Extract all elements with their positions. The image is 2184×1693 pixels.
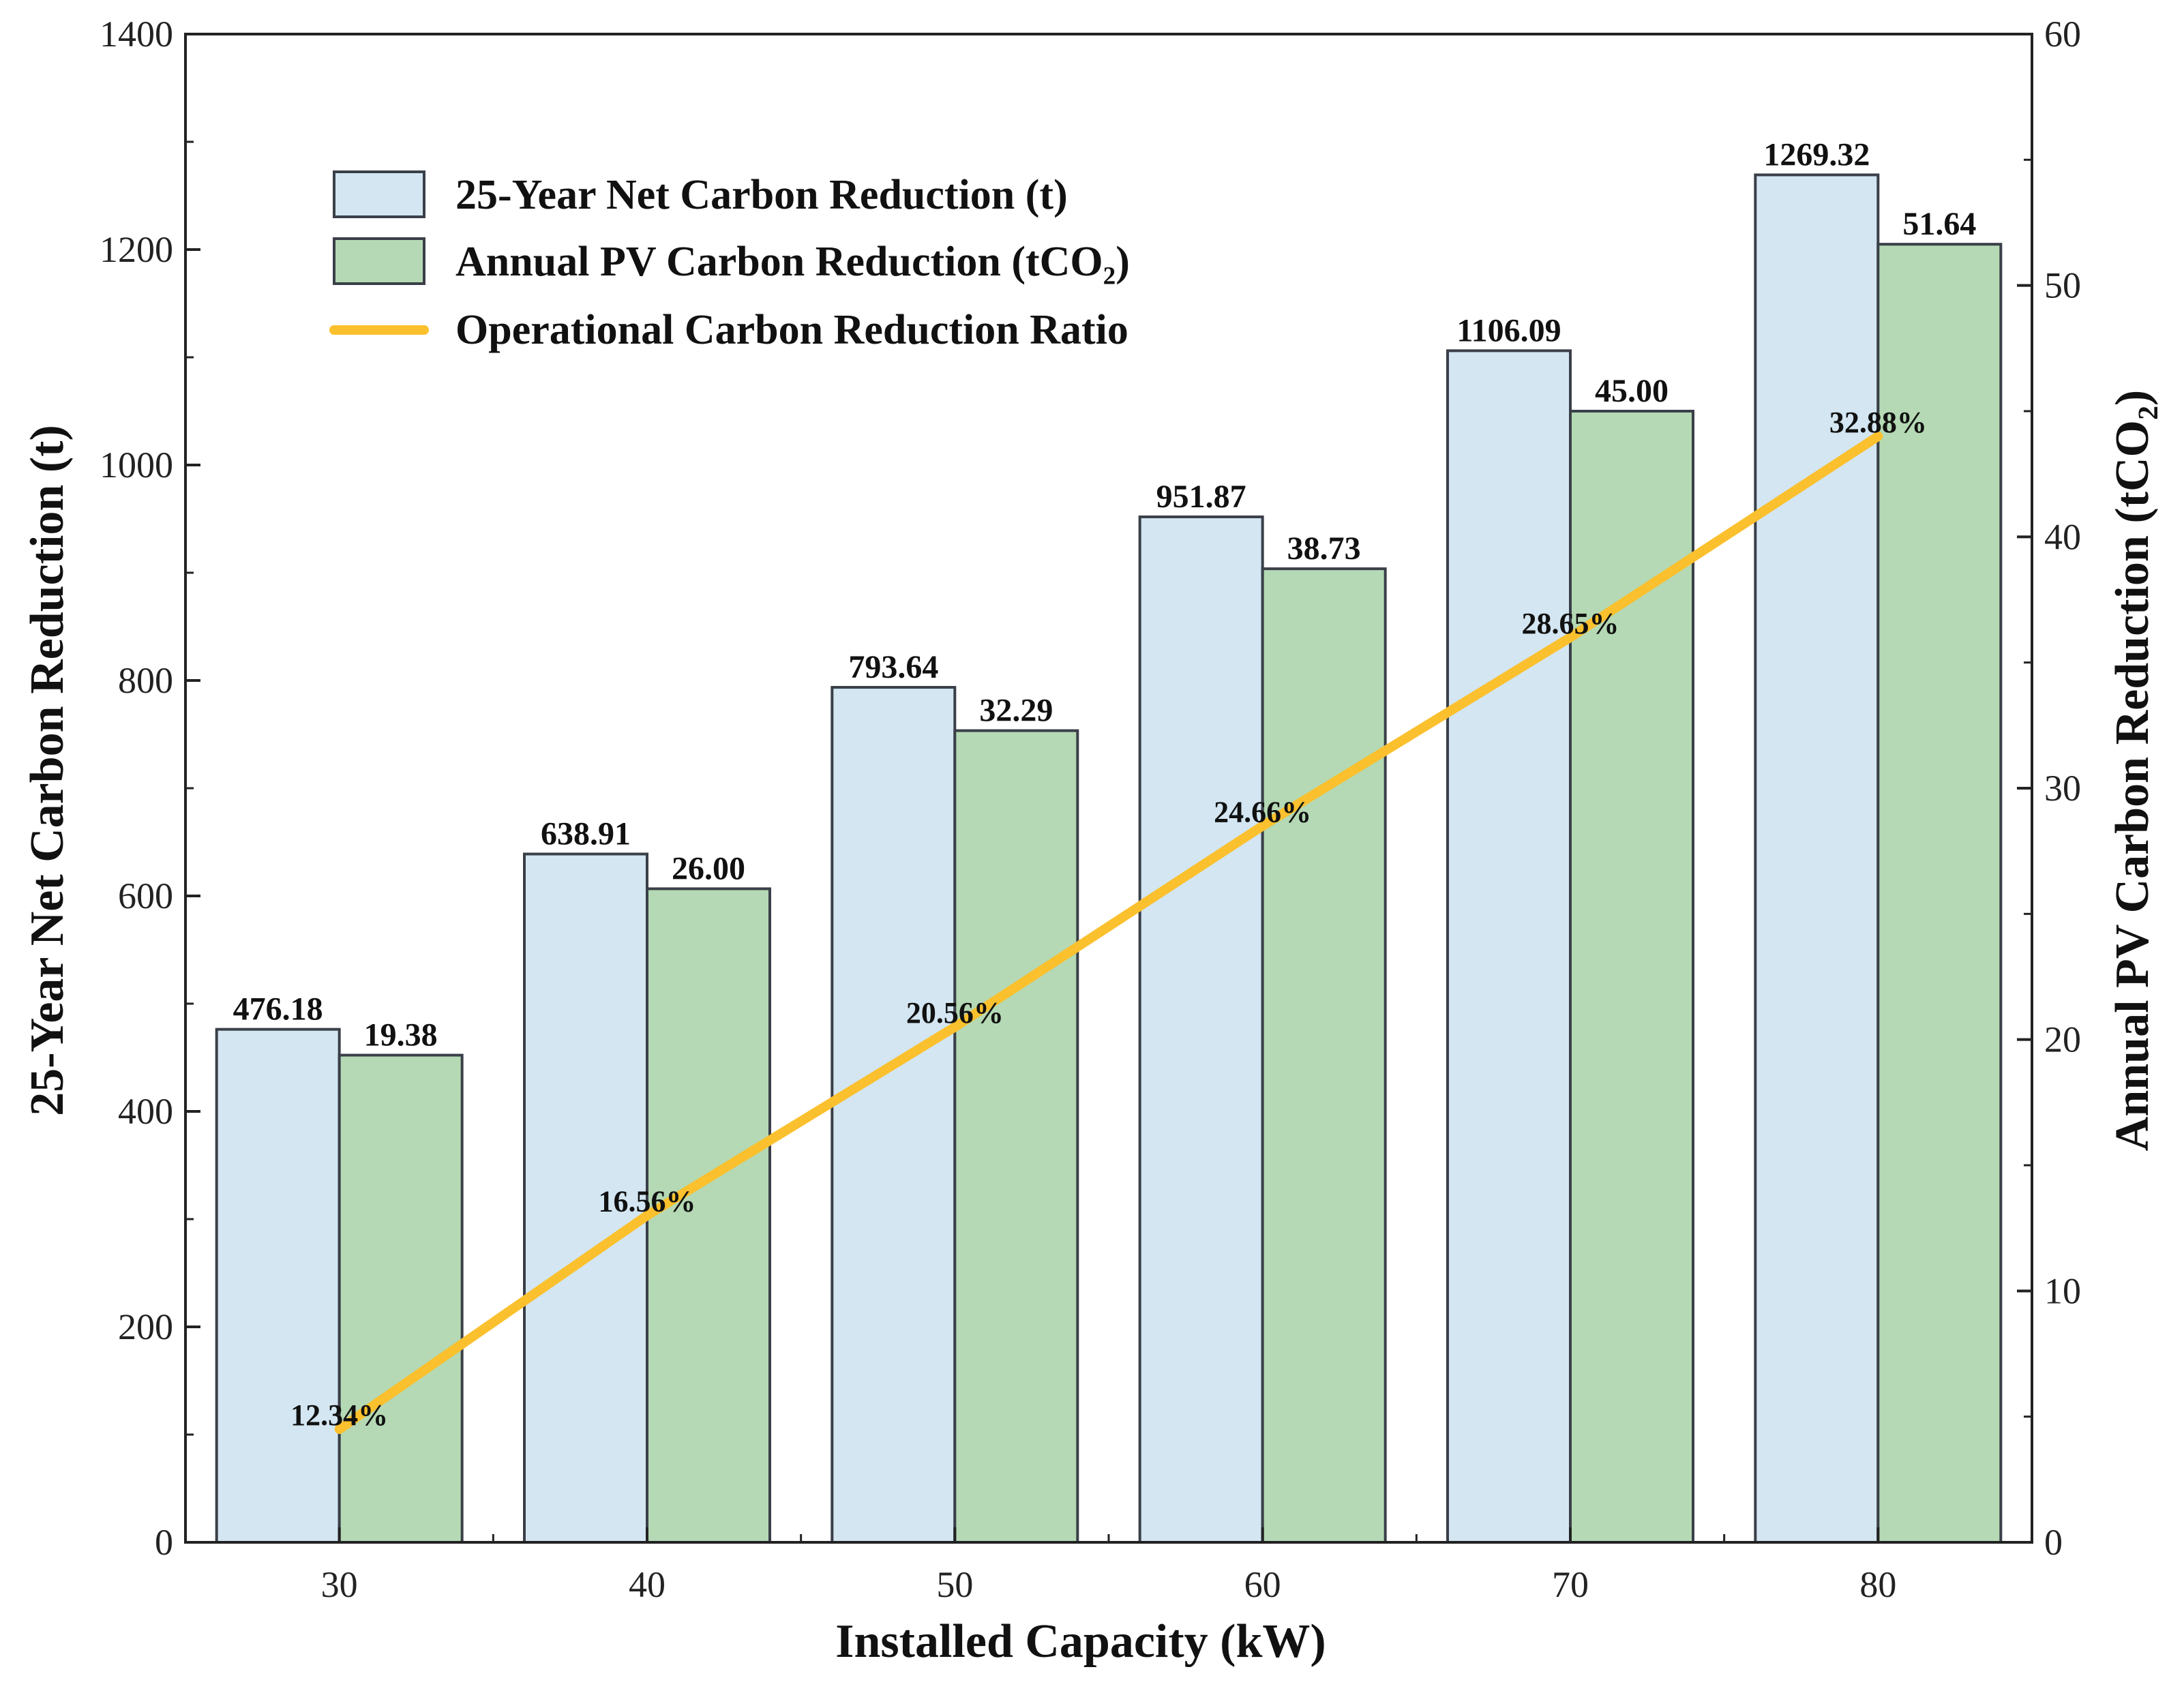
legend-swatch-annual: [333, 237, 425, 285]
y2-tick-label-10: 10: [2044, 1270, 2081, 1311]
bar-annual-label-40: 26.00: [672, 850, 745, 886]
legend-swatch-net: [333, 170, 425, 218]
ratio-point-label-30: 12.34%: [290, 1398, 388, 1432]
bar-net-label-80: 1269.32: [1763, 136, 1870, 173]
bar-annual-50: [953, 729, 1079, 1544]
y2-tick-label-40: 40: [2044, 516, 2081, 557]
bar-net-label-70: 1106.09: [1456, 312, 1561, 348]
y-axis-title: 25-Year Net Carbon Reduction (t): [21, 425, 74, 1116]
y-tick-label-800: 800: [118, 660, 173, 701]
x-tick-label-40: 40: [629, 1564, 665, 1605]
x-tick-label-50: 50: [936, 1564, 973, 1605]
y-tick-label-1400: 1400: [100, 14, 173, 55]
ratio-point-label-70: 28.65%: [1522, 607, 1619, 640]
data-labels-group: 476.18 19.38 638.91 26.00 793.64 32.29 951.87 3…: [233, 136, 1977, 1432]
axes-group: 0 200 400 600 800 1000 1200 1400 0 10 20 30 40 50 60 30…: [100, 14, 2081, 1605]
y2-tick-label-50: 50: [2044, 265, 2081, 306]
x-tick-label-70: 70: [1552, 1564, 1589, 1605]
bar-net-30: [215, 1028, 341, 1544]
legend-label-net: 25-Year Net Carbon Reduction (t): [455, 172, 1068, 218]
bars-group: [215, 173, 2003, 1544]
bar-annual-60: [1261, 567, 1387, 1544]
y-tick-label-400: 400: [118, 1091, 173, 1132]
bar-annual-80: [1876, 243, 2003, 1544]
ratio-point-label-40: 16.56%: [599, 1185, 696, 1218]
bar-net-70: [1446, 349, 1572, 1544]
y2-tick-label-0: 0: [2044, 1522, 2063, 1563]
bar-annual-30: [338, 1053, 464, 1544]
y-tick-label-600: 600: [118, 875, 173, 916]
x-axis-title: Installed Capacity (kW): [835, 1615, 1326, 1668]
ratio-line-group: [334, 431, 1883, 1435]
bar-annual-label-50: 32.29: [979, 693, 1053, 729]
bar-annual-label-70: 45.00: [1595, 373, 1669, 409]
y2-tick-label-30: 30: [2044, 768, 2081, 809]
x-tick-label-30: 30: [321, 1564, 358, 1605]
y2-tick-label-60: 60: [2044, 14, 2081, 55]
legend: 25-Year Net Carbon Reduction (t) Annual …: [329, 170, 1130, 353]
y2-tick-label-20: 20: [2044, 1019, 2081, 1060]
y-tick-label-1000: 1000: [100, 445, 173, 485]
x-tick-label-80: 80: [1859, 1564, 1896, 1605]
bar-net-label-60: 951.87: [1156, 479, 1246, 515]
y-tick-label-0: 0: [155, 1522, 173, 1563]
bar-net-60: [1138, 515, 1264, 1544]
ratio-point-label-50: 20.56%: [906, 996, 1004, 1030]
bar-net-label-40: 638.91: [541, 816, 631, 852]
ratio-point-label-60: 24.66%: [1214, 795, 1311, 828]
bar-annual-70: [1569, 410, 1694, 1544]
bar-annual-40: [646, 887, 771, 1544]
legend-label-annual: Annual PV Carbon Reduction (tCO₂): [455, 239, 1130, 285]
bar-annual-label-60: 38.73: [1287, 530, 1361, 567]
bar-annual-label-80: 51.64: [1902, 206, 1976, 242]
bar-annual-label-30: 19.38: [364, 1017, 438, 1053]
bar-net-40: [523, 852, 648, 1544]
ratio-point-label-80: 32.88%: [1829, 406, 1927, 439]
y2-axis-title: Annual PV Carbon Reduction (tCO₂): [2106, 390, 2159, 1151]
ratio-line: [334, 431, 1883, 1435]
x-tick-label-60: 60: [1244, 1564, 1281, 1605]
bar-net-label-50: 793.64: [848, 649, 938, 685]
y-tick-label-200: 200: [118, 1306, 173, 1347]
bar-net-80: [1754, 173, 1880, 1544]
legend-label-ratio: Operational Carbon Reduction Ratio: [455, 307, 1128, 353]
bar-net-label-30: 476.18: [233, 991, 323, 1028]
bar-net-50: [831, 686, 957, 1544]
y-tick-label-1200: 1200: [100, 229, 173, 270]
